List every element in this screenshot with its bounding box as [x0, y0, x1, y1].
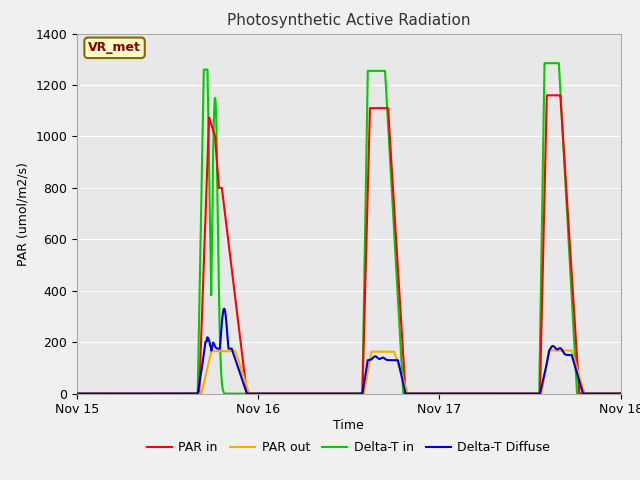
Line: Delta-T Diffuse: Delta-T Diffuse — [77, 309, 621, 394]
PAR in — [617, 391, 625, 396]
Delta-T in — [399, 388, 407, 394]
Delta-T Diffuse — [220, 306, 228, 312]
PAR out — [427, 391, 435, 396]
Legend: PAR in, PAR out, Delta-T in, Delta-T Diffuse: PAR in, PAR out, Delta-T in, Delta-T Dif… — [142, 436, 556, 459]
Delta-T in — [617, 391, 625, 396]
PAR in — [281, 391, 289, 396]
Title: Photosynthetic Active Radiation: Photosynthetic Active Radiation — [227, 13, 470, 28]
Delta-T Diffuse — [427, 391, 435, 396]
Delta-T Diffuse — [73, 391, 81, 396]
Text: VR_met: VR_met — [88, 41, 141, 54]
Delta-T in — [281, 391, 289, 396]
X-axis label: Time: Time — [333, 419, 364, 432]
Delta-T Diffuse — [520, 391, 528, 396]
Delta-T in — [520, 391, 528, 396]
Delta-T Diffuse — [172, 391, 179, 396]
Line: Delta-T in: Delta-T in — [77, 63, 621, 394]
Line: PAR out: PAR out — [77, 350, 621, 394]
PAR in — [427, 391, 435, 396]
PAR out — [479, 391, 486, 396]
Delta-T in — [73, 391, 81, 396]
Y-axis label: PAR (umol/m2/s): PAR (umol/m2/s) — [17, 162, 29, 265]
PAR out — [545, 348, 553, 353]
PAR in — [172, 391, 179, 396]
Delta-T in — [427, 391, 435, 396]
PAR out — [172, 391, 179, 396]
PAR in — [520, 391, 528, 396]
PAR in — [543, 93, 550, 98]
Delta-T Diffuse — [479, 391, 486, 396]
PAR in — [399, 351, 407, 357]
PAR out — [617, 391, 625, 396]
Delta-T Diffuse — [617, 391, 625, 396]
Delta-T Diffuse — [281, 391, 289, 396]
PAR out — [520, 391, 528, 396]
Delta-T Diffuse — [399, 381, 407, 386]
PAR out — [281, 391, 289, 396]
PAR out — [399, 376, 407, 382]
Delta-T in — [479, 391, 486, 396]
PAR in — [479, 391, 486, 396]
Delta-T in — [172, 391, 179, 396]
Delta-T in — [541, 60, 548, 66]
PAR in — [73, 391, 81, 396]
PAR out — [73, 391, 81, 396]
Line: PAR in: PAR in — [77, 96, 621, 394]
